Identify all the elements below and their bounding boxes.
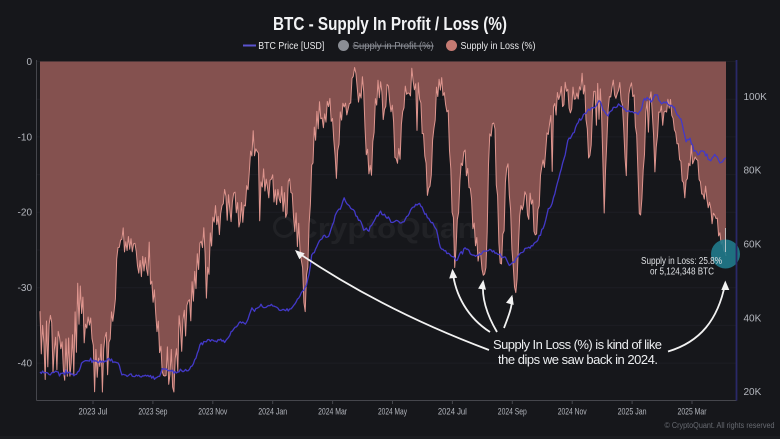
svg-text:2024 Mar: 2024 Mar — [318, 407, 347, 418]
svg-text:2024 May: 2024 May — [378, 407, 407, 418]
svg-text:2024 Nov: 2024 Nov — [558, 407, 587, 418]
svg-text:-40: -40 — [18, 359, 33, 370]
svg-text:Supply in Profit (%): Supply in Profit (%) — [353, 40, 434, 52]
svg-text:2024 Sep: 2024 Sep — [498, 407, 527, 418]
svg-text:Supply in Loss: 25.8%: Supply in Loss: 25.8% — [641, 256, 722, 267]
svg-text:2025 Mar: 2025 Mar — [678, 407, 707, 418]
svg-text:60K: 60K — [744, 240, 762, 251]
svg-text:100K: 100K — [744, 92, 768, 103]
svg-text:80K: 80K — [744, 166, 762, 177]
svg-text:2024 Jan: 2024 Jan — [258, 407, 287, 418]
svg-text:© CryptoQuant. All rights rese: © CryptoQuant. All rights reserved — [665, 421, 775, 430]
svg-text:2024 Jul: 2024 Jul — [438, 407, 467, 418]
svg-text:-20: -20 — [18, 208, 33, 219]
svg-text:2023 Nov: 2023 Nov — [198, 407, 227, 418]
svg-text:or 5,124,348 BTC: or 5,124,348 BTC — [650, 267, 714, 278]
svg-text:0: 0 — [26, 57, 32, 68]
svg-text:40K: 40K — [744, 313, 762, 324]
svg-text:2023 Jul: 2023 Jul — [79, 407, 108, 418]
svg-text:20K: 20K — [744, 387, 762, 398]
svg-text:CryptoQuant: CryptoQuant — [295, 213, 487, 245]
svg-text:-30: -30 — [18, 283, 33, 294]
svg-text:BTC - Supply In Profit / Loss: BTC - Supply In Profit / Loss (%) — [273, 14, 507, 34]
svg-text:Supply In Loss (%) is kind of: Supply In Loss (%) is kind of like — [493, 337, 662, 352]
svg-text:2023 Sep: 2023 Sep — [138, 407, 167, 418]
svg-text:2025 Jan: 2025 Jan — [618, 407, 647, 418]
svg-text:Supply in Loss (%): Supply in Loss (%) — [461, 40, 536, 52]
svg-text:BTC Price [USD]: BTC Price [USD] — [258, 40, 324, 52]
svg-text:the dips we saw back in 2024.: the dips we saw back in 2024. — [498, 352, 658, 367]
svg-text:-10: -10 — [18, 132, 33, 143]
